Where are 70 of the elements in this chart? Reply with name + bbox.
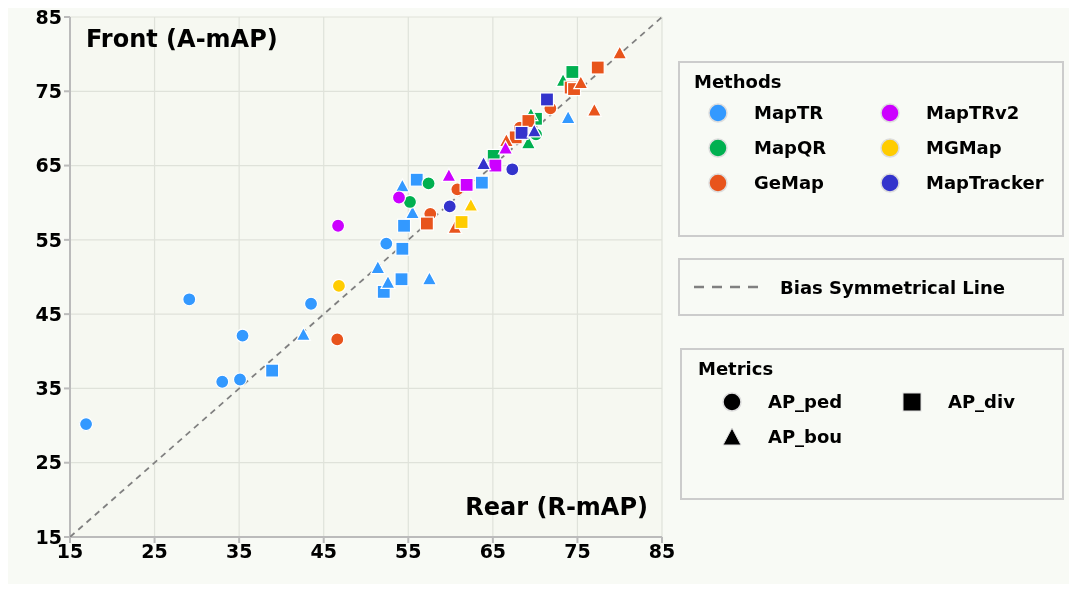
legend-label: Bias Symmetrical Line bbox=[780, 276, 1005, 298]
legend-label: GeMap bbox=[754, 172, 824, 193]
point bbox=[394, 272, 409, 287]
point bbox=[391, 190, 407, 205]
text: Metrics bbox=[698, 358, 775, 379]
point bbox=[421, 271, 438, 286]
point bbox=[586, 102, 602, 117]
y-axis-title: Front (A-mAP) bbox=[86, 25, 278, 53]
point bbox=[539, 92, 555, 107]
point bbox=[474, 175, 489, 190]
point bbox=[409, 172, 424, 187]
y-tick-label: 65 bbox=[35, 154, 62, 177]
legend-title: Methods bbox=[694, 71, 783, 92]
text: AP_bou bbox=[768, 426, 843, 447]
point bbox=[419, 216, 434, 231]
y-tick-label: 55 bbox=[35, 228, 62, 251]
point bbox=[497, 140, 514, 155]
point bbox=[565, 64, 580, 80]
y-tick-label: 85 bbox=[35, 5, 62, 28]
point bbox=[235, 328, 250, 343]
legend-label: MapTR bbox=[754, 102, 824, 123]
point bbox=[441, 167, 457, 183]
legend-label: MapQR bbox=[754, 137, 827, 158]
point bbox=[232, 372, 248, 387]
x-tick-label: 35 bbox=[225, 540, 253, 563]
point bbox=[514, 125, 529, 140]
point bbox=[78, 416, 94, 432]
x-tick-label: 75 bbox=[564, 540, 591, 563]
point bbox=[475, 155, 492, 171]
point bbox=[396, 218, 412, 233]
point bbox=[442, 199, 457, 214]
point bbox=[182, 292, 197, 307]
point bbox=[526, 123, 542, 138]
legend-label: MGMap bbox=[926, 137, 1002, 158]
x-tick-label: 25 bbox=[141, 540, 168, 563]
point bbox=[330, 332, 345, 347]
point bbox=[295, 326, 312, 342]
point bbox=[395, 241, 410, 256]
point bbox=[560, 109, 576, 125]
x-axis-title: Rear (R-mAP) bbox=[465, 493, 648, 521]
point bbox=[459, 177, 474, 192]
point bbox=[454, 214, 469, 230]
text: AP_div bbox=[948, 391, 1015, 412]
legend-label: MapTracker bbox=[926, 172, 1044, 193]
y-tick-label: 45 bbox=[35, 302, 62, 325]
point bbox=[402, 194, 418, 210]
point bbox=[573, 75, 589, 90]
x-tick-label: 65 bbox=[479, 540, 507, 563]
point bbox=[380, 274, 396, 290]
x-tick-label: 55 bbox=[395, 540, 422, 563]
point bbox=[370, 259, 386, 275]
point bbox=[331, 278, 347, 294]
y-tick-label: 75 bbox=[35, 80, 62, 103]
legend-label: MapTRv2 bbox=[926, 102, 1020, 123]
x-tick-label: 85 bbox=[648, 540, 676, 563]
y-tick-label: 35 bbox=[35, 377, 62, 400]
y-tick-label: 25 bbox=[35, 451, 62, 474]
point bbox=[303, 296, 319, 311]
point bbox=[379, 236, 394, 251]
point bbox=[488, 158, 503, 173]
x-tick-label: 45 bbox=[310, 540, 337, 563]
point bbox=[265, 363, 280, 378]
point bbox=[330, 218, 346, 233]
point bbox=[215, 374, 230, 389]
point bbox=[612, 45, 628, 60]
point bbox=[505, 162, 520, 177]
point bbox=[590, 60, 605, 75]
text: AP_ped bbox=[768, 391, 843, 412]
point bbox=[421, 176, 436, 191]
point bbox=[463, 197, 479, 212]
